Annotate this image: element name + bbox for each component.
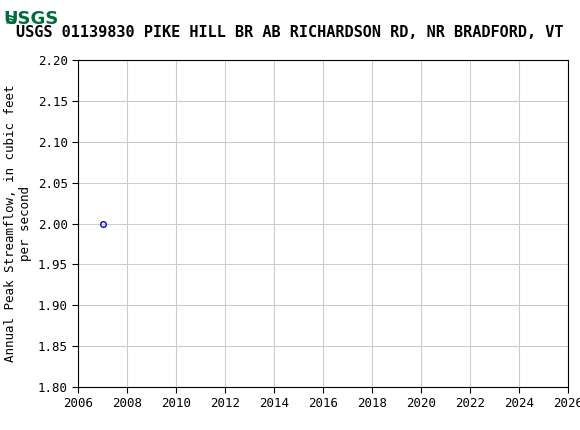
- Text: USGS: USGS: [3, 10, 59, 28]
- Bar: [5, 5, 57, 34]
- Text: USGS: USGS: [67, 10, 122, 28]
- Y-axis label: Annual Peak Streamflow, in cubic feet
per second: Annual Peak Streamflow, in cubic feet pe…: [4, 85, 32, 362]
- Text: USGS 01139830 PIKE HILL BR AB RICHARDSON RD, NR BRADFORD, VT: USGS 01139830 PIKE HILL BR AB RICHARDSON…: [16, 25, 564, 40]
- Text: ≋: ≋: [5, 12, 17, 27]
